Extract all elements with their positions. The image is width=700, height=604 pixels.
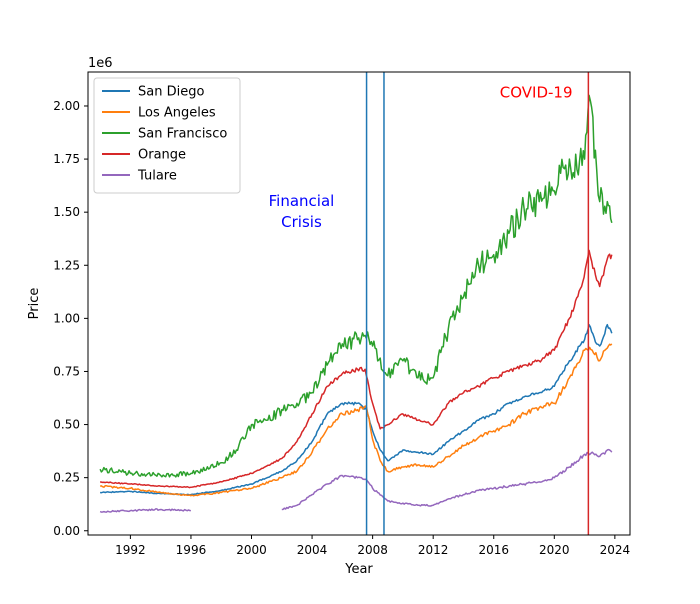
x-tick-label: 2020 (539, 543, 570, 557)
y-axis: 0.00 0.25 0.50 0.75 1.00 1.25 1.50 1.75 2.00 (53, 99, 88, 538)
x-tick-label: 2012 (418, 543, 449, 557)
series-layer (99, 94, 613, 513)
y-tick-label: 0.50 (53, 418, 80, 432)
y-axis-label: Price (27, 288, 42, 320)
annotation-line: Crisis (281, 213, 322, 231)
annotations-layer: Financial Crisis COVID-19 (269, 83, 573, 230)
series-line-orange (99, 249, 613, 489)
y-tick-label: 1.75 (53, 152, 80, 166)
x-tick-label: 2016 (478, 543, 509, 557)
y-tick-label: 0.00 (53, 524, 80, 538)
series-line-los-angeles (99, 343, 613, 497)
annotation-text: COVID-19 (500, 83, 573, 101)
y-tick-label: 0.75 (53, 364, 80, 378)
y-tick-label: 1.00 (53, 311, 80, 325)
annotation-text: Financial Crisis (269, 192, 335, 231)
legend-label: Tulare (137, 169, 177, 184)
x-tick-label: 2024 (600, 543, 631, 557)
x-tick-label: 1996 (176, 543, 207, 557)
legend-box (93, 77, 241, 194)
legend-label: Orange (138, 148, 186, 163)
event-lines-layer (365, 72, 590, 535)
legend-label: San Diego (138, 85, 204, 100)
legend-label: Los Angeles (138, 106, 216, 121)
annotation-line: Financial (269, 192, 335, 210)
y-axis-offset-label: 1e6 (88, 56, 113, 71)
x-tick-label: 2008 (357, 543, 388, 557)
y-tick-label: 2.00 (53, 99, 80, 113)
plot-frame (87, 71, 631, 536)
x-axis: 1992 1996 2000 2004 2008 2012 2016 2020 2024 (115, 535, 630, 557)
x-axis-label: Year (344, 562, 373, 577)
legend-label: San Francisco (138, 127, 227, 142)
x-tick-label: 2004 (297, 543, 328, 557)
y-tick-label: 1.25 (53, 258, 80, 272)
series-line-tulare (99, 448, 613, 513)
legend: San Diego Los Angeles San Francisco Orange T… (93, 77, 241, 194)
y-tick-label: 0.25 (53, 471, 80, 485)
y-tick-label: 1.50 (53, 205, 80, 219)
series-line-san-francisco (99, 94, 613, 478)
x-tick-label: 2000 (236, 543, 267, 557)
annotation-line: COVID-19 (500, 83, 573, 101)
x-tick-label: 1992 (115, 543, 146, 557)
